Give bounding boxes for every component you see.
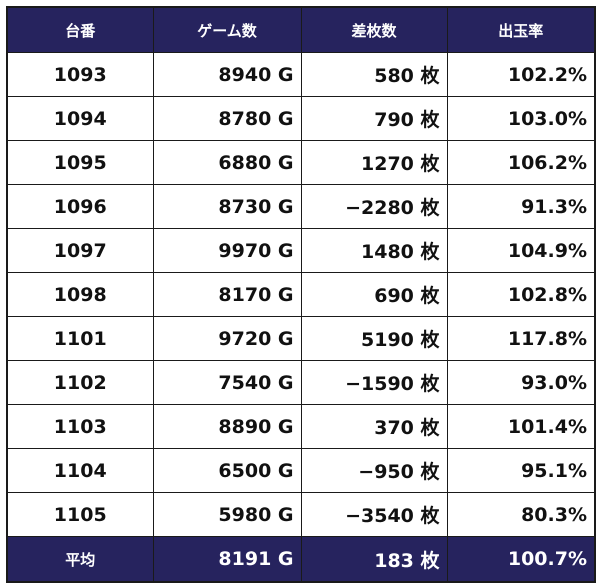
average-game-count: 8191 G: [152, 536, 302, 583]
cell-coin-difference: 1270 枚: [300, 140, 448, 185]
cell-machine-number: 1095: [6, 140, 154, 185]
cell-game-count: 8780 G: [152, 96, 302, 141]
cell-machine-number: 1104: [6, 448, 154, 493]
cell-coin-difference: −950 枚: [300, 448, 448, 493]
cell-game-count: 7540 G: [152, 360, 302, 405]
table-row: 1093 8940 G 580 枚 102.2%: [6, 52, 596, 97]
cell-machine-number: 1097: [6, 228, 154, 273]
cell-machine-number: 1101: [6, 316, 154, 361]
table-row: 1102 7540 G −1590 枚 93.0%: [6, 360, 596, 405]
cell-game-count: 6500 G: [152, 448, 302, 493]
header-payout-rate: 出玉率: [446, 6, 596, 53]
table-row: 1095 6880 G 1270 枚 106.2%: [6, 140, 596, 185]
average-row: 平均 8191 G 183 枚 100.7%: [6, 536, 596, 583]
table-row: 1097 9970 G 1480 枚 104.9%: [6, 228, 596, 273]
table-row: 1096 8730 G −2280 枚 91.3%: [6, 184, 596, 229]
cell-payout-rate: 102.2%: [446, 52, 596, 97]
cell-payout-rate: 106.2%: [446, 140, 596, 185]
table-row: 1098 8170 G 690 枚 102.8%: [6, 272, 596, 317]
cell-machine-number: 1102: [6, 360, 154, 405]
average-payout-rate: 100.7%: [446, 536, 596, 583]
cell-payout-rate: 101.4%: [446, 404, 596, 449]
header-game-count: ゲーム数: [152, 6, 302, 53]
cell-payout-rate: 104.9%: [446, 228, 596, 273]
cell-coin-difference: 790 枚: [300, 96, 448, 141]
cell-machine-number: 1103: [6, 404, 154, 449]
table-footer: 平均 8191 G 183 枚 100.7%: [6, 536, 596, 583]
cell-payout-rate: 117.8%: [446, 316, 596, 361]
cell-payout-rate: 80.3%: [446, 492, 596, 537]
table-row: 1104 6500 G −950 枚 95.1%: [6, 448, 596, 493]
cell-game-count: 9970 G: [152, 228, 302, 273]
cell-game-count: 5980 G: [152, 492, 302, 537]
cell-payout-rate: 102.8%: [446, 272, 596, 317]
header-row: 台番 ゲーム数 差枚数 出玉率: [6, 6, 596, 53]
average-coin-difference: 183 枚: [300, 536, 448, 583]
cell-coin-difference: −2280 枚: [300, 184, 448, 229]
cell-coin-difference: −1590 枚: [300, 360, 448, 405]
cell-machine-number: 1094: [6, 96, 154, 141]
cell-coin-difference: −3540 枚: [300, 492, 448, 537]
cell-game-count: 8940 G: [152, 52, 302, 97]
cell-machine-number: 1096: [6, 184, 154, 229]
cell-machine-number: 1093: [6, 52, 154, 97]
slot-results-table: 台番 ゲーム数 差枚数 出玉率 1093 8940 G 580 枚 102.2% 109…: [6, 6, 596, 583]
cell-coin-difference: 580 枚: [300, 52, 448, 97]
cell-machine-number: 1105: [6, 492, 154, 537]
table-row: 1103 8890 G 370 枚 101.4%: [6, 404, 596, 449]
cell-coin-difference: 370 枚: [300, 404, 448, 449]
cell-payout-rate: 103.0%: [446, 96, 596, 141]
cell-game-count: 6880 G: [152, 140, 302, 185]
table-row: 1094 8780 G 790 枚 103.0%: [6, 96, 596, 141]
cell-payout-rate: 93.0%: [446, 360, 596, 405]
cell-coin-difference: 690 枚: [300, 272, 448, 317]
cell-payout-rate: 91.3%: [446, 184, 596, 229]
cell-game-count: 8890 G: [152, 404, 302, 449]
cell-game-count: 9720 G: [152, 316, 302, 361]
cell-coin-difference: 5190 枚: [300, 316, 448, 361]
cell-game-count: 8730 G: [152, 184, 302, 229]
cell-machine-number: 1098: [6, 272, 154, 317]
header-machine-number: 台番: [6, 6, 154, 53]
table-row: 1105 5980 G −3540 枚 80.3%: [6, 492, 596, 537]
cell-coin-difference: 1480 枚: [300, 228, 448, 273]
table-row: 1101 9720 G 5190 枚 117.8%: [6, 316, 596, 361]
table-header: 台番 ゲーム数 差枚数 出玉率: [6, 6, 596, 53]
header-coin-difference: 差枚数: [300, 6, 448, 53]
table-body: 1093 8940 G 580 枚 102.2% 1094 8780 G 790 枚 103.…: [6, 52, 596, 537]
average-label: 平均: [6, 536, 154, 583]
cell-payout-rate: 95.1%: [446, 448, 596, 493]
cell-game-count: 8170 G: [152, 272, 302, 317]
